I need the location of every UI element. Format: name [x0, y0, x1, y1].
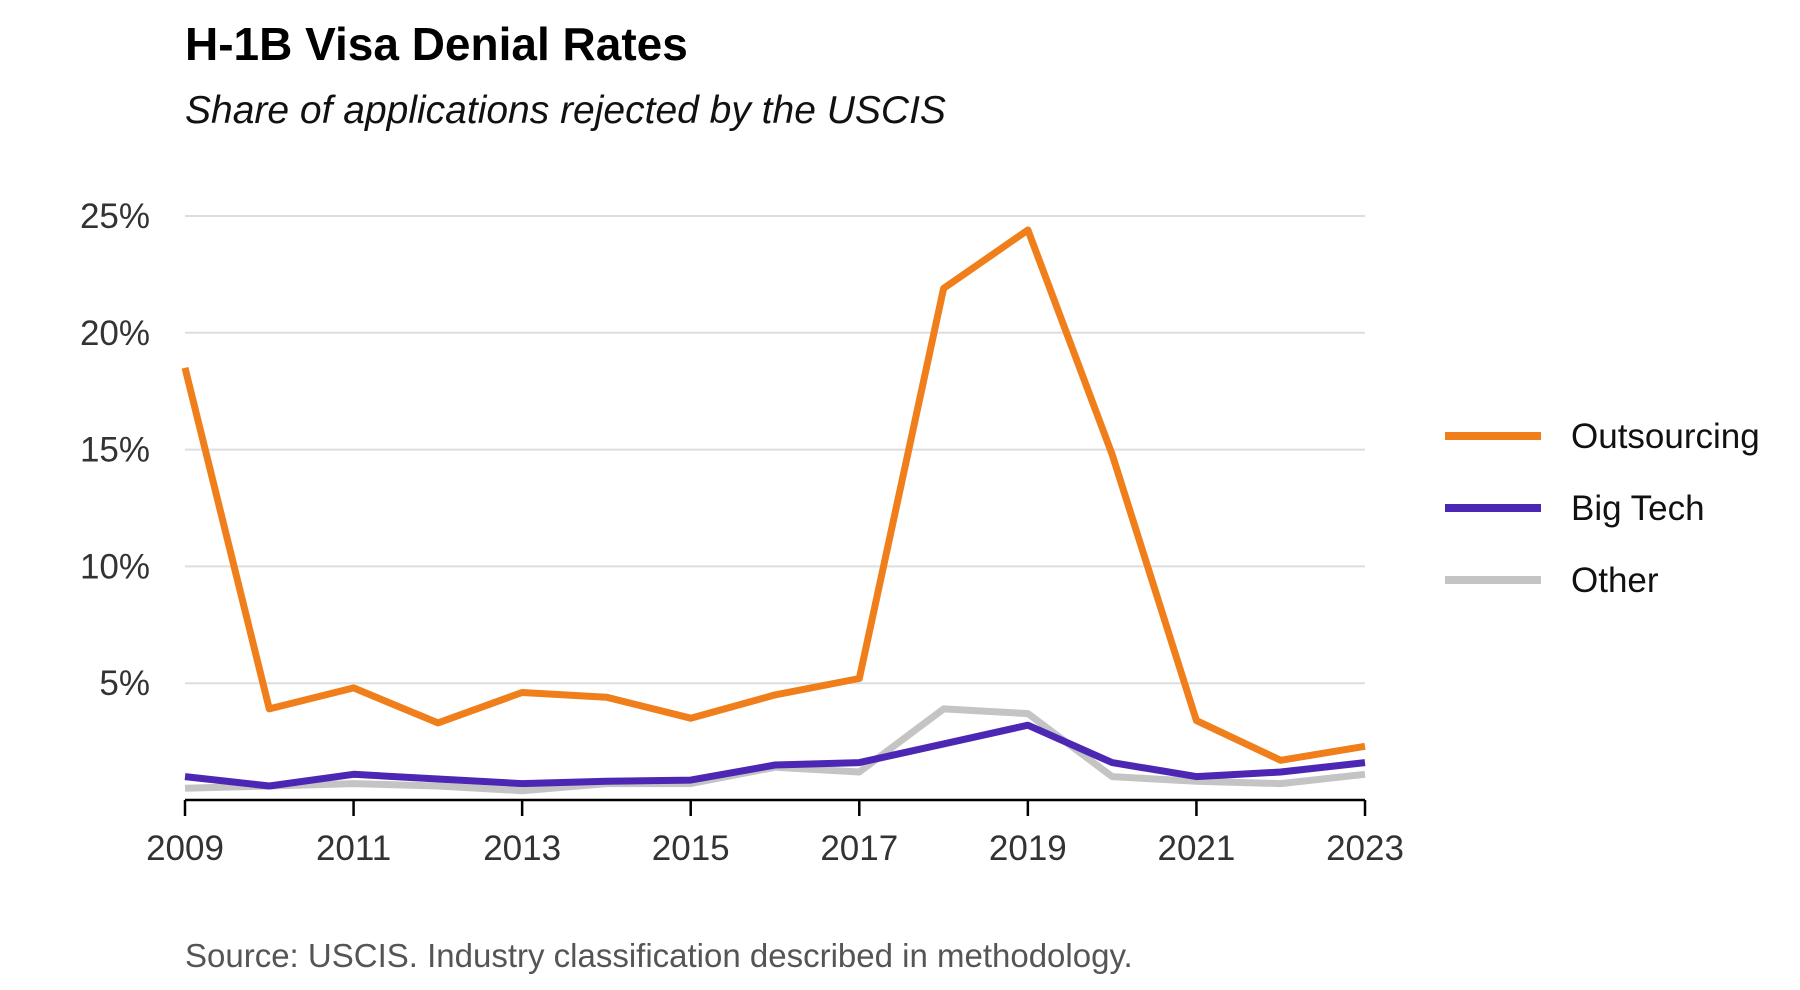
gridlines	[185, 215, 1365, 685]
legend-item-outsourcing: Outsourcing	[1445, 417, 1760, 456]
source-note: Source: USCIS. Industry classification d…	[185, 937, 1133, 974]
x-tick-label: 2017	[820, 829, 898, 868]
y-tick-label: 10%	[80, 547, 150, 586]
chart-title: H-1B Visa Denial Rates	[185, 18, 688, 70]
legend-label: Big Tech	[1571, 489, 1705, 528]
legend: Outsourcing Big Tech Other	[1445, 417, 1760, 600]
series-line-outsourcing	[181, 226, 1366, 764]
x-tick-label: 2011	[316, 829, 391, 868]
chart-subtitle: Share of applications rejected by the US…	[185, 89, 946, 132]
series-line-big-tech	[184, 721, 1366, 790]
x-tick-label: 2013	[483, 829, 561, 868]
x-tick-label: 2023	[1326, 829, 1404, 868]
x-tick-label: 2019	[989, 829, 1067, 868]
legend-item-other: Other	[1445, 561, 1659, 600]
x-tick-label: 2009	[146, 829, 224, 868]
legend-label: Outsourcing	[1571, 417, 1760, 456]
y-tick-label: 20%	[80, 314, 150, 353]
y-axis-tick-labels: 5% 10% 15% 20% 25%	[80, 197, 150, 703]
y-tick-label: 25%	[80, 197, 150, 236]
x-axis: 2009 2011 2013 2015 2017 2019 2021 2023	[146, 798, 1404, 868]
legend-item-big-tech: Big Tech	[1445, 489, 1705, 528]
y-tick-label: 5%	[99, 664, 150, 703]
y-tick-label: 15%	[80, 431, 150, 470]
legend-label: Other	[1571, 561, 1659, 600]
x-tick-label: 2021	[1157, 829, 1235, 868]
x-tick-label: 2015	[652, 829, 730, 868]
series-lines	[181, 226, 1366, 795]
